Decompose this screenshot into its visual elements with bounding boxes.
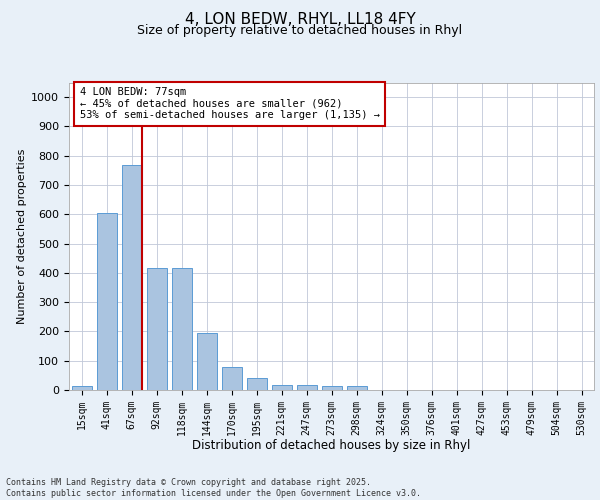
Y-axis label: Number of detached properties: Number of detached properties [17, 148, 27, 324]
Bar [221, 367, 241, 390]
Text: Contains HM Land Registry data © Crown copyright and database right 2025.
Contai: Contains HM Land Registry data © Crown c… [6, 478, 421, 498]
Bar [146, 268, 167, 390]
Bar [296, 384, 317, 390]
Text: Size of property relative to detached houses in Rhyl: Size of property relative to detached ho… [137, 24, 463, 37]
Bar [71, 386, 91, 390]
Text: 4, LON BEDW, RHYL, LL18 4FY: 4, LON BEDW, RHYL, LL18 4FY [185, 12, 415, 28]
Text: 4 LON BEDW: 77sqm
← 45% of detached houses are smaller (962)
53% of semi-detache: 4 LON BEDW: 77sqm ← 45% of detached hous… [79, 87, 380, 120]
Bar [97, 213, 116, 390]
Bar [347, 386, 367, 390]
Bar [121, 164, 142, 390]
Bar [322, 386, 341, 390]
Bar [271, 384, 292, 390]
Bar [197, 334, 217, 390]
Bar [172, 268, 191, 390]
Bar [247, 378, 266, 390]
X-axis label: Distribution of detached houses by size in Rhyl: Distribution of detached houses by size … [193, 439, 470, 452]
